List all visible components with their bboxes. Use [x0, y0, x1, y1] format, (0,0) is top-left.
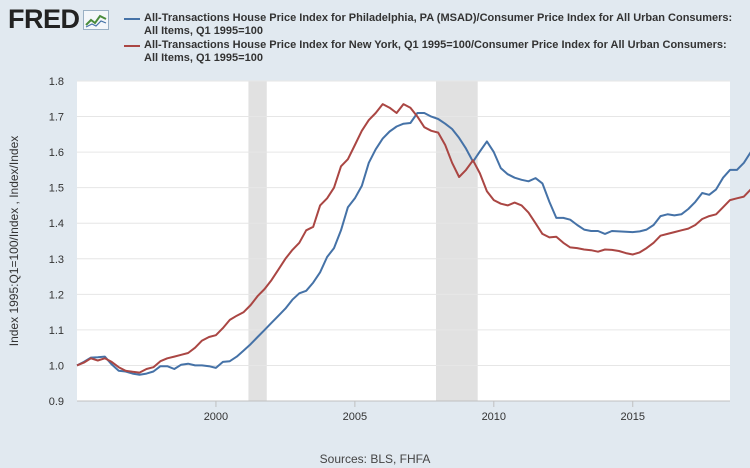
fred-line-chart-icon	[82, 9, 109, 30]
fred-logo-text: FRED	[8, 4, 80, 34]
series-line-new-york[interactable]	[76, 103, 750, 374]
x-tick-label: 2015	[621, 411, 645, 423]
recession-band-1	[248, 81, 267, 401]
y-tick-label: 1.7	[49, 112, 64, 124]
plot-background	[77, 81, 730, 401]
x-tick-label: 2005	[343, 411, 367, 423]
y-tick-label: 1.3	[49, 254, 64, 266]
legend-label-philadelphia: All-Transactions House Price Index for P…	[144, 12, 733, 37]
y-tick-label: 1.2	[49, 289, 64, 301]
series-line-philadelphia[interactable]	[76, 112, 750, 376]
y-tick-label: 0.9	[49, 396, 64, 408]
legend-swatch-philadelphia	[124, 18, 140, 20]
legend: All-Transactions House Price Index for P…	[124, 12, 734, 66]
y-tick-label: 1.0	[49, 360, 64, 372]
y-tick-label: 1.8	[49, 76, 64, 88]
legend-label-new-york: All-Transactions House Price Index for N…	[144, 39, 727, 64]
legend-item-philadelphia[interactable]: All-Transactions House Price Index for P…	[124, 12, 734, 38]
x-tick-label: 2000	[204, 411, 228, 423]
x-tick-label: 2010	[482, 411, 506, 423]
source-note: Sources: BLS, FHFA	[319, 452, 431, 466]
y-tick-label: 1.6	[49, 147, 64, 159]
y-tick-label: 1.5	[49, 183, 64, 195]
y-tick-label: 1.4	[49, 218, 64, 230]
recession-band-2	[436, 81, 478, 401]
legend-item-new-york[interactable]: All-Transactions House Price Index for N…	[124, 39, 734, 65]
fred-logo[interactable]: FRED	[8, 6, 109, 33]
y-tick-label: 1.1	[49, 325, 64, 337]
legend-swatch-new-york	[124, 45, 140, 47]
